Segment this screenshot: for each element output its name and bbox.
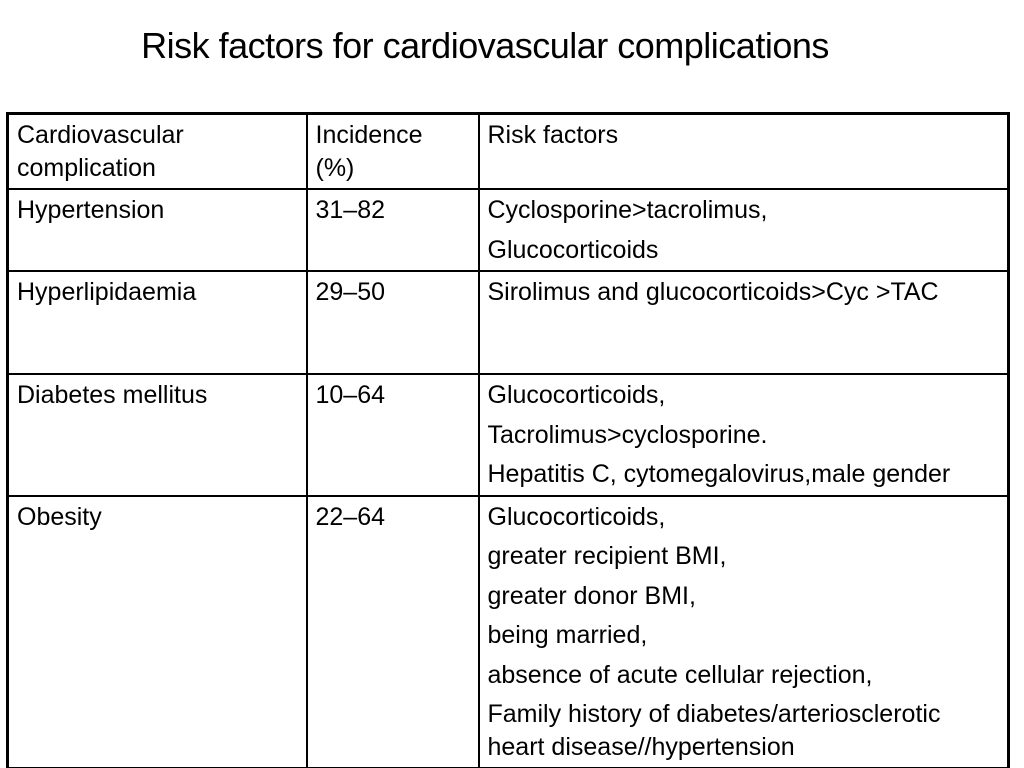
- risk-factors-table: Cardiovascular complication Incidence (%…: [6, 112, 1010, 768]
- risk-factor-line: Cyclosporine>tacrolimus,: [487, 196, 768, 224]
- risk-factor-line: greater recipient BMI,: [487, 542, 727, 570]
- table-body: Hypertension 31–82 Cyclosporine>tacrolimus…: [6, 188, 1010, 768]
- risk-factor-line: Glucocorticoids: [487, 235, 659, 264]
- cell-risk-factors: Sirolimus and glucocorticoids>Cyc >TAC: [477, 270, 1010, 375]
- risk-factor-line: greater donor BMI,: [487, 581, 696, 610]
- risk-factor-line: Family history of diabetes/arteriosclero…: [487, 700, 941, 761]
- column-header-incidence: Incidence (%): [305, 112, 480, 190]
- risk-factor-line: Glucocorticoids,: [487, 502, 666, 531]
- cell-risk-factors: Glucocorticoids, Tacrolimus>cyclosporine.…: [477, 373, 1010, 497]
- cell-complication: Obesity: [6, 494, 308, 768]
- cell-incidence: 10–64: [305, 373, 480, 497]
- cell-incidence: 22–64: [305, 494, 480, 768]
- column-header-risk-factors: Risk factors: [477, 112, 1010, 190]
- cell-complication: Hypertension: [6, 188, 308, 272]
- cell-incidence: 31–82: [305, 188, 480, 272]
- cell-complication: Diabetes mellitus: [6, 373, 308, 497]
- column-header-cardiovascular-complication: Cardiovascular complication: [6, 112, 308, 190]
- table-row: Obesity 22–64 Glucocorticoids, greater reci…: [6, 494, 1010, 768]
- risk-factor-line: Sirolimus and glucocorticoids>Cyc >TAC: [487, 278, 939, 306]
- cell-risk-factors: Glucocorticoids, greater recipient BMI, gr…: [477, 494, 1010, 768]
- table-row: Diabetes mellitus 10–64 Glucocorticoids, Ta…: [6, 373, 1010, 497]
- table-row: Hypertension 31–82 Cyclosporine>tacrolimus…: [6, 188, 1010, 272]
- risk-factor-line: absence of acute cellular rejection,: [487, 660, 873, 689]
- risk-factor-line: Glucocorticoids,: [487, 381, 666, 409]
- table-header-row: Cardiovascular complication Incidence (%…: [6, 112, 1010, 190]
- cell-risk-factors: Cyclosporine>tacrolimus, Glucocorticoids: [477, 188, 1010, 272]
- risk-factor-line: Tacrolimus>cyclosporine.: [487, 420, 768, 449]
- cell-incidence: 29–50: [305, 270, 480, 375]
- risk-factor-line: Hepatitis C, cytomegalovirus,male gender: [487, 460, 951, 488]
- page-title: Risk factors for cardiovascular complica…: [141, 25, 829, 66]
- risk-factor-line: being married,: [487, 621, 648, 649]
- table-row: Hyperlipidaemia 29–50 Sirolimus and glucoc…: [6, 270, 1010, 375]
- table-header: Cardiovascular complication Incidence (%…: [6, 112, 1010, 190]
- cell-complication: Hyperlipidaemia: [6, 270, 308, 375]
